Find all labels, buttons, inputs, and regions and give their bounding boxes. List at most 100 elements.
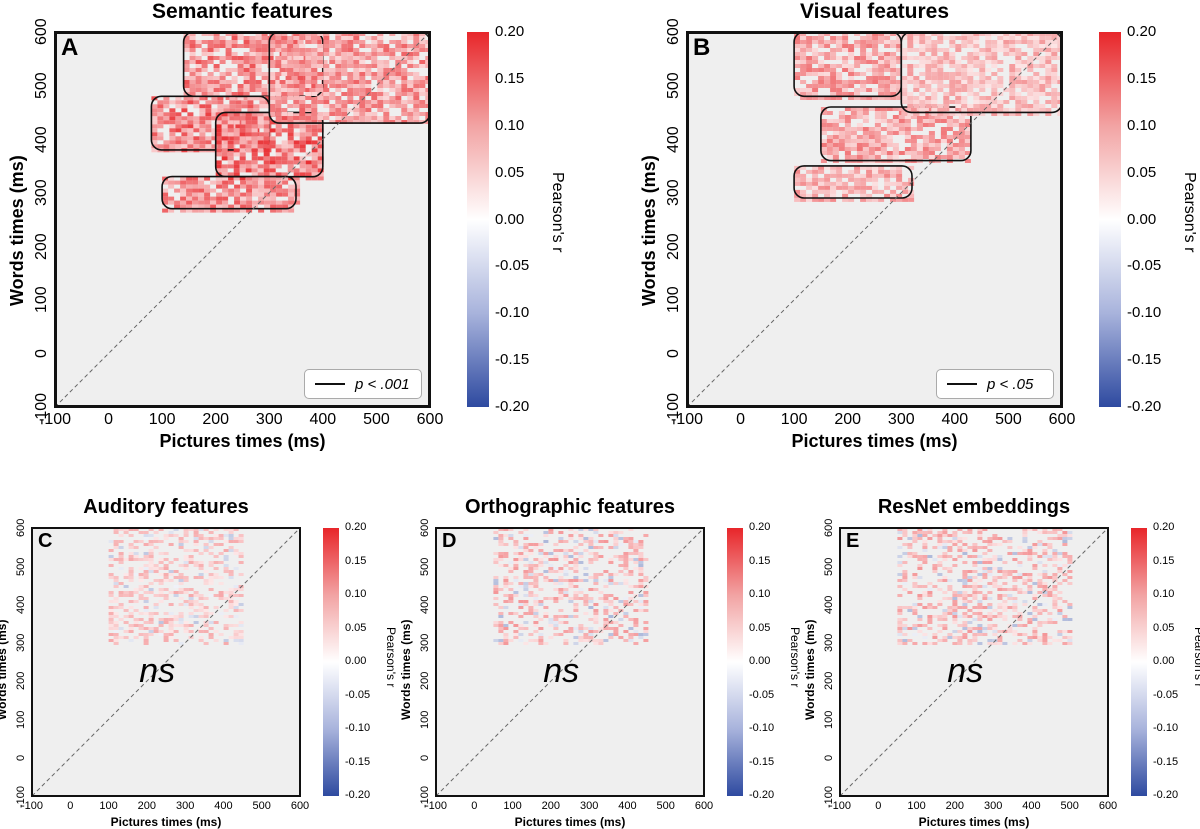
heatmap-cell bbox=[848, 64, 855, 68]
heatmap-cell bbox=[868, 139, 875, 143]
heatmap-cell bbox=[528, 570, 534, 573]
heatmap-cell bbox=[832, 127, 839, 131]
heatmap-cell bbox=[1039, 64, 1046, 68]
heatmap-cell bbox=[261, 56, 268, 60]
heatmap-cell bbox=[383, 68, 390, 72]
heatmap-cell bbox=[288, 196, 295, 201]
heatmap-cell bbox=[228, 591, 234, 594]
heatmap-cell bbox=[538, 549, 544, 552]
heatmap-cell bbox=[419, 84, 426, 88]
heatmap-cell bbox=[913, 88, 920, 92]
heatmap-cell bbox=[240, 180, 247, 185]
heatmap-cell bbox=[227, 112, 234, 117]
heatmap-cell bbox=[138, 594, 144, 597]
heatmap-cell bbox=[513, 591, 519, 594]
heatmap-cell bbox=[1017, 576, 1023, 579]
heatmap-cell bbox=[1002, 570, 1008, 573]
heatmap-cell bbox=[293, 160, 300, 165]
heatmap-cell bbox=[198, 606, 204, 609]
heatmap-cell bbox=[860, 189, 867, 194]
y-tick-label: 0 bbox=[665, 349, 682, 358]
heatmap-cell bbox=[1062, 600, 1068, 603]
heatmap-cell bbox=[188, 597, 194, 600]
heatmap-cell bbox=[1039, 84, 1046, 88]
y-tick-label: -100 bbox=[823, 786, 835, 809]
heatmap-cell bbox=[800, 36, 807, 40]
heatmap-cell bbox=[198, 594, 204, 597]
heatmap-cell bbox=[880, 107, 887, 111]
heatmap-cell bbox=[910, 107, 917, 111]
heatmap-cell bbox=[842, 88, 849, 92]
heatmap-cell bbox=[860, 44, 867, 48]
heatmap-cell bbox=[1009, 80, 1016, 84]
heatmap-cell bbox=[389, 40, 396, 44]
heatmap-cell bbox=[237, 92, 244, 96]
heatmap-cell bbox=[168, 579, 174, 582]
heatmap-cell bbox=[558, 591, 564, 594]
colorbar-tick-label: -0.10 bbox=[345, 722, 371, 735]
heatmap-cell bbox=[1009, 68, 1016, 72]
heatmap-cell bbox=[866, 177, 873, 182]
heatmap-cell bbox=[173, 639, 179, 642]
y-tick-label: -100 bbox=[419, 786, 431, 809]
heatmap-cell bbox=[961, 80, 968, 84]
heatmap-cell bbox=[311, 76, 318, 80]
colorbar-tick-label: -0.15 bbox=[495, 351, 530, 369]
ns-annotation: ns bbox=[543, 652, 580, 690]
heatmap-cell bbox=[1033, 108, 1040, 112]
heatmap-cell bbox=[365, 112, 372, 116]
heatmap-cell bbox=[205, 120, 212, 125]
heatmap-cell bbox=[287, 84, 294, 88]
heatmap-cell bbox=[163, 534, 169, 537]
heatmap-cell bbox=[603, 597, 609, 600]
heatmap-cell bbox=[1003, 88, 1010, 92]
heatmap-cell bbox=[205, 100, 212, 105]
heatmap-cell bbox=[347, 44, 354, 48]
y-tick-label: 400 bbox=[15, 595, 27, 614]
heatmap-cell bbox=[1032, 627, 1038, 630]
x-tick-label: 600 bbox=[1098, 800, 1118, 812]
heatmap-cell bbox=[1002, 573, 1008, 576]
heatmap-cell bbox=[588, 546, 594, 549]
heatmap-cell bbox=[163, 552, 169, 555]
heatmap-cell bbox=[1042, 591, 1048, 594]
heatmap-cell bbox=[922, 636, 928, 639]
colorbar-tick-label: 0.05 bbox=[1127, 163, 1157, 181]
heatmap-cell bbox=[1015, 112, 1022, 116]
heatmap-cell bbox=[896, 36, 903, 40]
heatmap-cell bbox=[907, 72, 914, 76]
heatmap-cell bbox=[183, 630, 189, 633]
heatmap-cell bbox=[854, 92, 861, 96]
heatmap-svg bbox=[32, 528, 300, 796]
heatmap-cell bbox=[407, 84, 414, 88]
x-tick-label: 0 bbox=[67, 800, 74, 812]
heatmap-cell bbox=[830, 193, 837, 198]
heatmap-cell bbox=[239, 128, 246, 133]
heatmap-cell bbox=[317, 144, 324, 149]
heatmap-cell bbox=[973, 104, 980, 108]
heatmap-cell bbox=[884, 169, 891, 174]
heatmap-cell bbox=[901, 36, 908, 40]
heatmap-cell bbox=[836, 80, 843, 84]
x-tick-label: 300 bbox=[579, 800, 599, 812]
heatmap-cell bbox=[946, 115, 953, 119]
plot-frame bbox=[839, 527, 1109, 797]
colorbar-tick-label: 0.10 bbox=[495, 116, 525, 134]
heatmap-cell bbox=[987, 543, 993, 546]
heatmap-cell bbox=[498, 624, 504, 627]
heatmap-cell bbox=[243, 96, 250, 100]
heatmap-cell bbox=[1067, 570, 1073, 573]
heatmap-cell bbox=[824, 197, 831, 202]
heatmap-cell bbox=[818, 165, 825, 170]
heatmap-cell bbox=[940, 115, 947, 119]
heatmap-cell bbox=[578, 639, 584, 642]
heatmap-cell bbox=[931, 56, 938, 60]
heatmap-cell bbox=[922, 558, 928, 561]
heatmap-cell bbox=[158, 558, 164, 561]
heatmap-cell bbox=[907, 537, 913, 540]
heatmap-cell bbox=[219, 56, 226, 60]
heatmap-cell bbox=[305, 52, 312, 56]
heatmap-cell bbox=[1037, 555, 1043, 558]
heatmap-cell bbox=[800, 193, 807, 198]
heatmap-cell bbox=[513, 540, 519, 543]
